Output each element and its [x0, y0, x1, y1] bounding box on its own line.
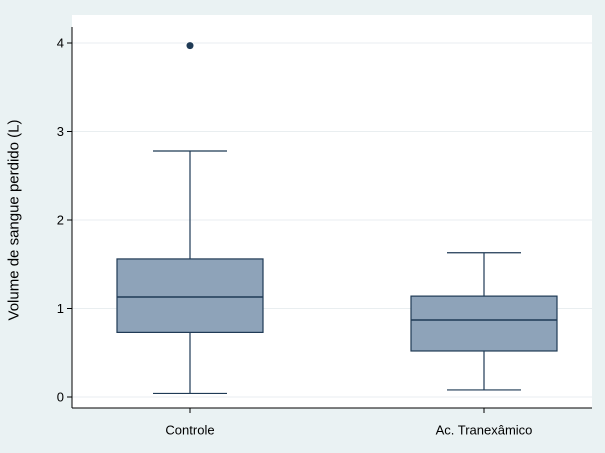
outlier-point	[186, 42, 194, 50]
y-tick-label: 3	[57, 124, 64, 139]
x-tick-label: Controle	[165, 423, 214, 438]
box-group	[116, 42, 264, 395]
boxes	[116, 42, 558, 395]
y-tick-label: 1	[57, 301, 64, 316]
axes	[71, 27, 592, 409]
x-tick-labels: Controle Ac. Tranexâmico	[165, 408, 532, 438]
y-tick-label: 0	[57, 390, 64, 405]
y-ticks: 0 1 2 3 4	[57, 36, 72, 405]
box-group	[410, 252, 558, 391]
y-tick-label: 2	[57, 213, 64, 228]
y-axis-title: Volume de sangue perdido (L)	[6, 120, 23, 321]
x-tick-label: Ac. Tranexâmico	[436, 423, 533, 438]
iqr-box	[116, 258, 264, 333]
iqr-box	[410, 295, 558, 352]
y-tick-label: 4	[57, 36, 64, 51]
